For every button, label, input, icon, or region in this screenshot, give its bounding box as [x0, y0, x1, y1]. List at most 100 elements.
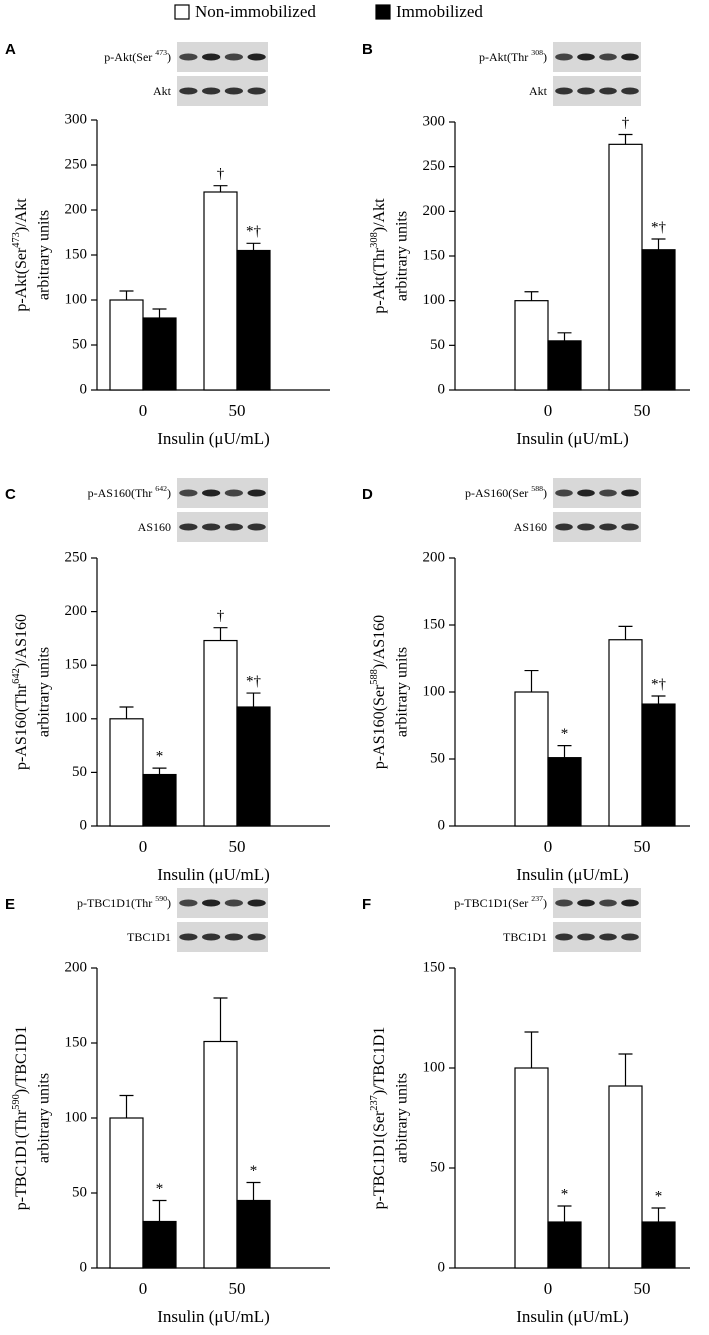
y-axis-label: p-Akt(Ser473)/Akt — [11, 198, 30, 312]
blot-label: p-Akt(Ser 473) — [104, 48, 171, 63]
y-tick-label: 0 — [80, 817, 88, 833]
y-tick-label: 50 — [72, 336, 87, 352]
y-tick-label: 200 — [65, 201, 88, 217]
blot-band — [599, 53, 617, 61]
blot-band — [202, 53, 221, 61]
bar — [608, 639, 643, 827]
error-bar — [246, 1181, 261, 1201]
error-bar — [213, 997, 228, 1042]
bar — [547, 340, 582, 391]
error-bar — [246, 692, 261, 708]
x-axis-label: Insulin (μU/mL) — [516, 865, 629, 884]
x-axis-label: Insulin (μU/mL) — [157, 865, 270, 884]
blot-band — [202, 87, 221, 95]
x-axis-label: Insulin (μU/mL) — [516, 1307, 629, 1326]
legend-swatch — [174, 4, 190, 20]
x-tick-label: 50 — [634, 1279, 651, 1298]
bar — [547, 1221, 582, 1269]
blot-label-part: p-AS160(Thr — [88, 486, 156, 500]
blot-band — [577, 523, 595, 531]
y-axis-label: p-TBC1D1(Ser237)/TBC1D1 — [369, 1027, 388, 1210]
x-tick-label: 0 — [544, 837, 553, 856]
x-axis-label: Insulin (μU/mL) — [157, 1307, 270, 1326]
y-axis-label-part: 642 — [11, 668, 22, 684]
blot-label: p-TBC1D1(Thr 590) — [77, 894, 171, 909]
y-axis-label-2: arbitrary units — [36, 1073, 53, 1163]
y-axis-label-part: 308 — [369, 232, 380, 248]
bar — [608, 1085, 643, 1269]
y-axis-label-part: p-AS160(Thr — [13, 683, 30, 770]
error-bar — [119, 706, 134, 719]
blot-band — [577, 87, 595, 95]
bar — [547, 757, 582, 827]
y-tick-label: 50 — [72, 764, 87, 780]
blot-band — [555, 489, 573, 497]
error-bar — [618, 133, 633, 145]
bar — [514, 1067, 549, 1269]
blot-label-part: 308 — [531, 48, 543, 57]
blot-label: p-AS160(Ser 588) — [465, 484, 547, 499]
bar — [641, 249, 676, 391]
y-tick-label: 50 — [72, 1184, 87, 1200]
y-tick-label: 150 — [423, 616, 446, 632]
bar — [109, 718, 144, 827]
x-tick-label: 0 — [139, 837, 148, 856]
error-bar — [152, 1199, 167, 1222]
panel-letter: E — [5, 896, 15, 913]
bar — [641, 703, 676, 827]
blot-label: AS160 — [138, 520, 171, 534]
error-bar — [152, 308, 167, 318]
annotation: * — [561, 726, 569, 742]
bar — [109, 1117, 144, 1269]
x-tick-label: 0 — [139, 401, 148, 420]
blot-band — [577, 489, 595, 497]
error-bar — [618, 625, 633, 640]
annotation: † — [217, 608, 225, 624]
blot-label-part: AS160 — [138, 520, 171, 534]
y-axis-label-2: arbitrary units — [36, 210, 53, 300]
error-bar — [557, 332, 572, 341]
error-bar — [246, 242, 261, 251]
y-tick-label: 0 — [80, 381, 88, 397]
error-bar — [651, 238, 666, 250]
error-bar — [557, 745, 572, 758]
y-tick-label: 0 — [438, 1259, 446, 1275]
blot-band — [224, 53, 243, 61]
bar — [236, 249, 271, 391]
blot-band — [577, 53, 595, 61]
y-tick-label: 100 — [65, 1109, 88, 1125]
blot-band — [577, 899, 595, 907]
blot-band — [555, 523, 573, 531]
annotation: † — [217, 166, 225, 182]
blot-band — [224, 87, 243, 95]
bar — [514, 691, 549, 827]
blot-band — [555, 87, 573, 95]
bar — [109, 299, 144, 391]
blot-band — [224, 933, 243, 941]
blot-label-part: ) — [543, 486, 547, 500]
blot-label-part: p-TBC1D1(Thr — [77, 896, 155, 910]
blot-band — [555, 899, 573, 907]
blot-label: p-TBC1D1(Ser 237) — [454, 894, 547, 909]
y-tick-label: 250 — [423, 158, 446, 174]
error-bar — [524, 669, 539, 692]
annotation: * — [250, 1163, 258, 1179]
y-axis-label: p-AS160(Ser588)/AS160 — [369, 615, 388, 769]
y-tick-label: 50 — [430, 750, 445, 766]
x-tick-label: 50 — [229, 837, 246, 856]
blot-label-part: 237 — [531, 894, 543, 903]
x-tick-label: 0 — [139, 1279, 148, 1298]
y-tick-label: 0 — [438, 381, 446, 397]
annotation: * — [156, 1181, 164, 1197]
blot-band — [247, 87, 266, 95]
x-tick-label: 50 — [634, 401, 651, 420]
bar — [203, 1040, 238, 1269]
blot-band — [599, 933, 617, 941]
blot-label-part: p-TBC1D1(Ser — [454, 896, 531, 910]
blot-band — [202, 523, 221, 531]
error-bar — [152, 767, 167, 775]
error-bar — [119, 1094, 134, 1118]
panel-letter: B — [362, 41, 373, 58]
y-axis-label-part: 590 — [11, 1094, 22, 1110]
blot-label: TBC1D1 — [503, 930, 547, 944]
